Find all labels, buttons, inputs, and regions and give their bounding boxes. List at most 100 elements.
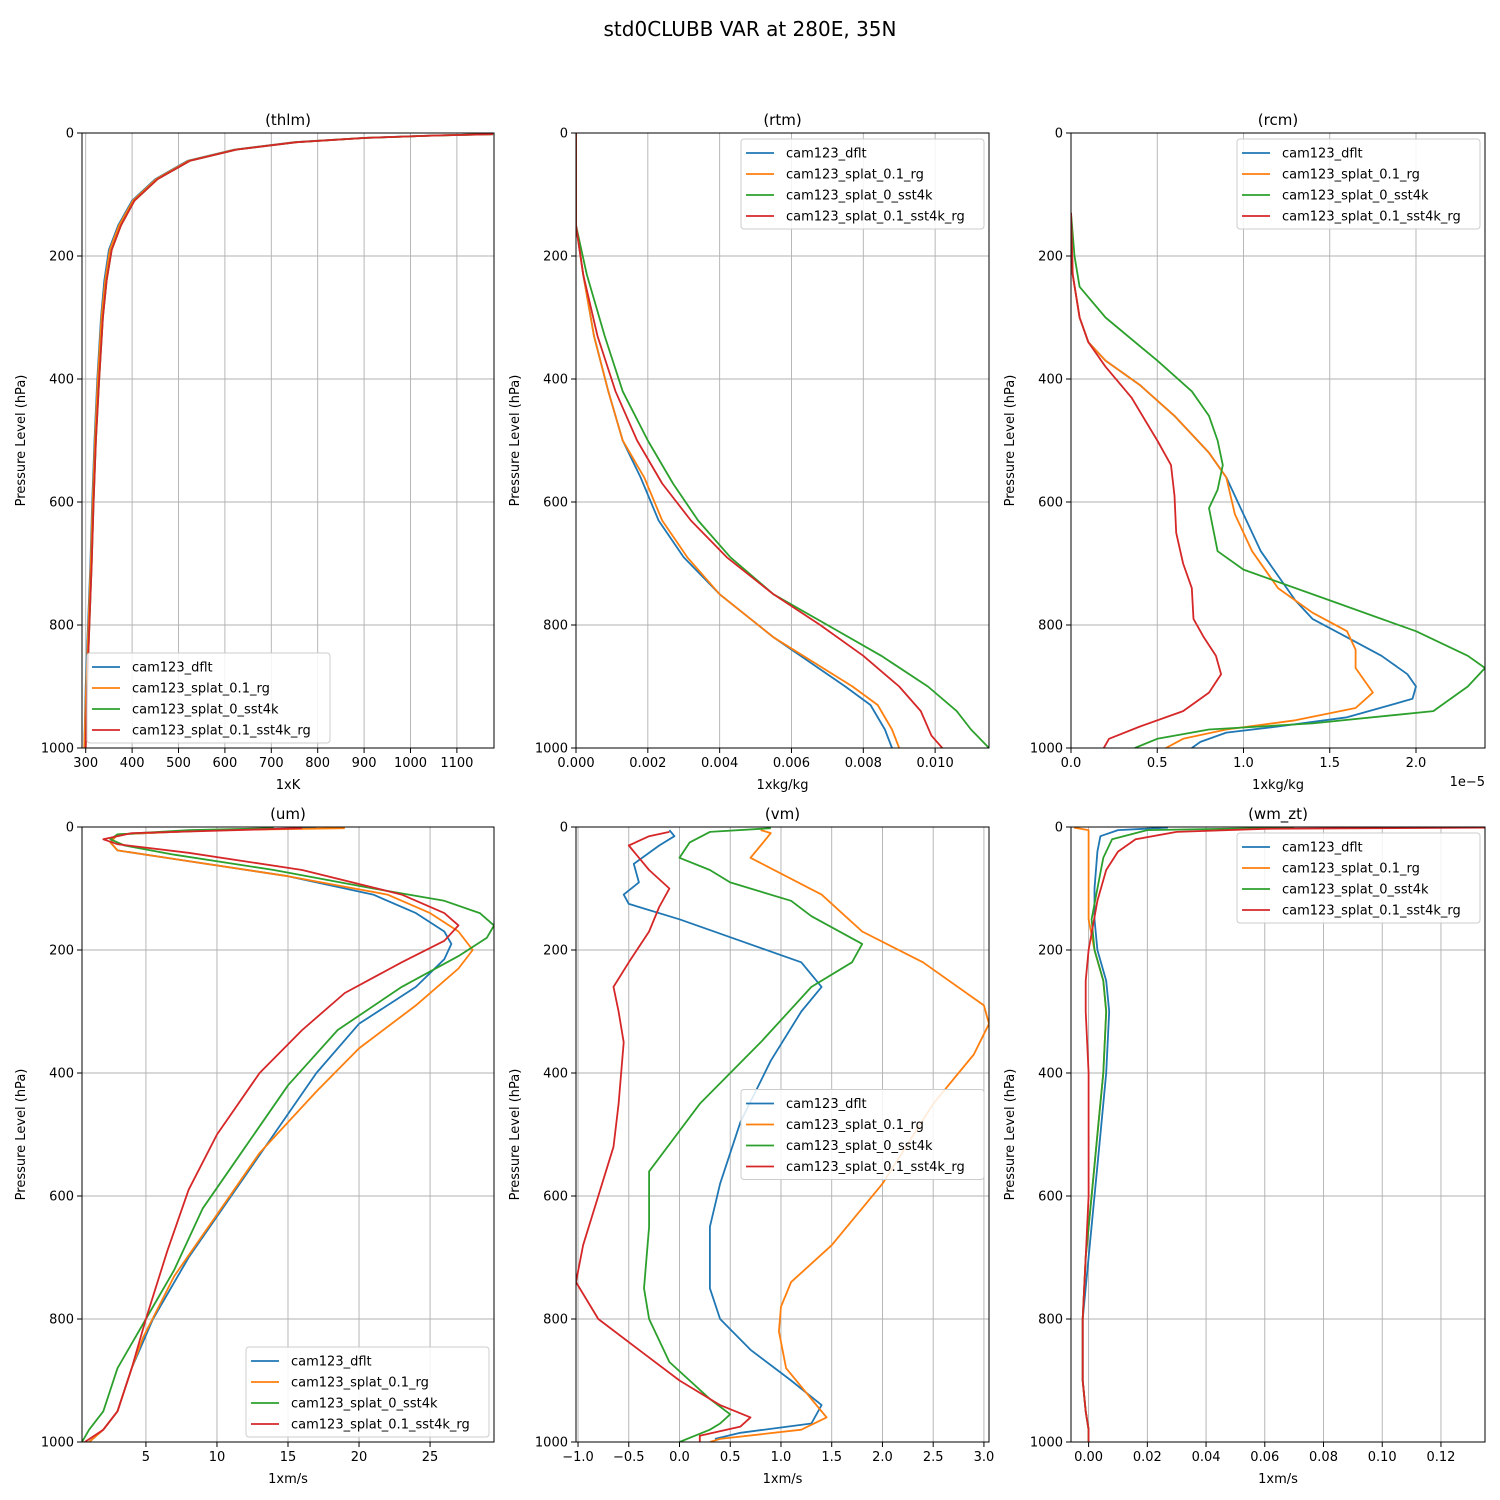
legend-label: cam123_splat_0_sst4k <box>786 189 933 204</box>
ytick-label: 200 <box>49 944 74 959</box>
xtick-label: 20 <box>351 1450 368 1465</box>
panel-um: 5 10 15 20 25 0 200 400 600 800 1000 (um) 1xm/s Press… <box>14 805 495 1487</box>
panel-title: (rtm) <box>763 111 801 129</box>
y-axis-label: Pressure Level (hPa) <box>1003 1069 1018 1201</box>
series-group <box>1071 212 1485 748</box>
ytick-label: 400 <box>1038 1067 1063 1082</box>
ytick-label: 1000 <box>1030 742 1063 757</box>
legend-label: cam123_splat_0.1_sst4k_rg <box>786 1160 965 1175</box>
series-line-cam123-splat-0-1-rg <box>1073 827 1108 1442</box>
axes-frame <box>575 132 990 749</box>
xtick-label: 0.000 <box>557 756 594 771</box>
legend: cam123_dflt cam123_splat_0.1_rg cam123_spl… <box>740 138 985 230</box>
xtick-label: 0.10 <box>1368 1450 1397 1465</box>
panel-thlm: 300 400 500 600 700 800 900 1000 1100 0 200 400 600 8… <box>14 111 495 793</box>
x-axis-label: 1xkg/kg <box>757 778 809 793</box>
ytick-label: 200 <box>543 944 568 959</box>
legend-label: cam123_splat_0.1_rg <box>786 1118 924 1133</box>
xtick-label: 0.5 <box>720 1450 741 1465</box>
panel-rtm: 0.000 0.002 0.004 0.006 0.008 0.010 0 200 400 600… <box>508 111 990 793</box>
series-line-cam123-dflt <box>1081 827 1168 1442</box>
xtick-label: 0.02 <box>1133 1450 1162 1465</box>
ytick-label: 0 <box>560 821 568 836</box>
legend-label: cam123_splat_0.1_sst4k_rg <box>1282 210 1461 225</box>
axes-frame <box>1070 132 1486 749</box>
ytick-label: 200 <box>49 250 74 265</box>
legend-label: cam123_splat_0_sst4k <box>1282 883 1429 898</box>
panel-wm-zt: 0.00 0.02 0.04 0.06 0.08 0.10 0.12 0 200 400 600 80… <box>1003 805 1486 1487</box>
xtick-label: 0.004 <box>701 756 738 771</box>
ytick-label: 400 <box>1038 373 1063 388</box>
series-line-cam123-splat-0-1-rg <box>1071 212 1374 748</box>
xtick-label: 0.006 <box>773 756 810 771</box>
panel-rcm: 0.0 0.5 1.0 1.5 2.0 0 200 400 600 800 1000 (rcm) 1xk… <box>1003 111 1486 793</box>
ytick-label: 600 <box>49 496 74 511</box>
legend-label: cam123_dflt <box>1282 841 1363 856</box>
ytick-label: 0 <box>1055 821 1063 836</box>
axes-frame <box>81 132 495 749</box>
xtick-label: 300 <box>73 756 98 771</box>
xtick-label: −0.5 <box>613 1450 645 1465</box>
ytick-label: 0 <box>66 127 74 142</box>
xtick-label: 0.00 <box>1074 1450 1103 1465</box>
xtick-label: 3.0 <box>974 1450 995 1465</box>
panel-title: (rcm) <box>1258 111 1298 129</box>
xtick-label: −1.0 <box>562 1450 594 1465</box>
series-group <box>83 133 494 748</box>
ytick-label: 600 <box>543 496 568 511</box>
ytick-label: 1000 <box>41 1436 74 1451</box>
xtick-label: 25 <box>422 1450 439 1465</box>
series-line-cam123-splat-0-sst4k <box>1071 212 1485 748</box>
ytick-label: 400 <box>543 1067 568 1082</box>
xtick-label: 600 <box>212 756 237 771</box>
ytick-label: 1000 <box>535 742 568 757</box>
legend-box <box>1236 832 1481 924</box>
legend-label: cam123_splat_0.1_rg <box>1282 168 1420 183</box>
xtick-label: 2.0 <box>1406 756 1427 771</box>
ytick-label: 400 <box>49 1067 74 1082</box>
xtick-label: 15 <box>280 1450 297 1465</box>
legend-label: cam123_splat_0_sst4k <box>786 1139 933 1154</box>
ytick-label: 0 <box>1055 127 1063 142</box>
ytick-label: 200 <box>1038 944 1063 959</box>
axes-frame <box>1070 826 1486 1443</box>
series-line-cam123-splat-0-1-rg <box>88 827 474 1442</box>
xtick-label: 0.0 <box>669 1450 690 1465</box>
xtick-label: 2.5 <box>923 1450 944 1465</box>
ytick-label: 400 <box>543 373 568 388</box>
series-line-cam123-splat-0-1-rg <box>576 133 901 748</box>
series-group <box>576 133 989 748</box>
xtick-label: 0.0 <box>1061 756 1082 771</box>
xtick-label: 500 <box>166 756 191 771</box>
ytick-label: 0 <box>66 821 74 836</box>
legend-label: cam123_dflt <box>786 147 867 162</box>
series-line-cam123-splat-0-1-sst4k-rg <box>576 133 943 748</box>
legend-label: cam123_splat_0.1_rg <box>132 682 270 697</box>
ytick-label: 800 <box>543 1313 568 1328</box>
y-axis-label: Pressure Level (hPa) <box>1003 375 1018 507</box>
xtick-label: 1100 <box>440 756 473 771</box>
ytick-label: 800 <box>543 619 568 634</box>
legend-label: cam123_splat_0_sst4k <box>291 1397 438 1412</box>
series-group <box>1073 827 1485 1442</box>
x-offset-label: 1e−5 <box>1450 775 1485 790</box>
series-line-cam123-splat-0-sst4k <box>643 827 864 1442</box>
series-line-cam123-splat-0-sst4k <box>576 133 989 748</box>
legend-label: cam123_splat_0.1_sst4k_rg <box>132 724 311 739</box>
x-axis-label: 1xm/s <box>268 1472 308 1487</box>
legend-label: cam123_dflt <box>291 1355 372 1370</box>
legend: cam123_dflt cam123_splat_0.1_rg cam123_spl… <box>1236 832 1481 924</box>
ytick-label: 1000 <box>1030 1436 1063 1451</box>
y-axis-label: Pressure Level (hPa) <box>508 1069 523 1201</box>
xtick-label: 0.08 <box>1309 1450 1338 1465</box>
xtick-label: 1000 <box>394 756 427 771</box>
ytick-label: 600 <box>49 1190 74 1205</box>
ytick-label: 1000 <box>535 1436 568 1451</box>
xtick-label: 400 <box>120 756 145 771</box>
ytick-label: 1000 <box>41 742 74 757</box>
series-line-cam123-splat-0-1-sst4k-rg <box>1071 212 1222 748</box>
ytick-label: 800 <box>1038 1313 1063 1328</box>
xtick-label: 0.04 <box>1192 1450 1221 1465</box>
legend: cam123_dflt cam123_splat_0.1_rg cam123_spl… <box>740 1089 985 1180</box>
series-line-cam123-splat-0-1-sst4k-rg <box>84 827 460 1442</box>
